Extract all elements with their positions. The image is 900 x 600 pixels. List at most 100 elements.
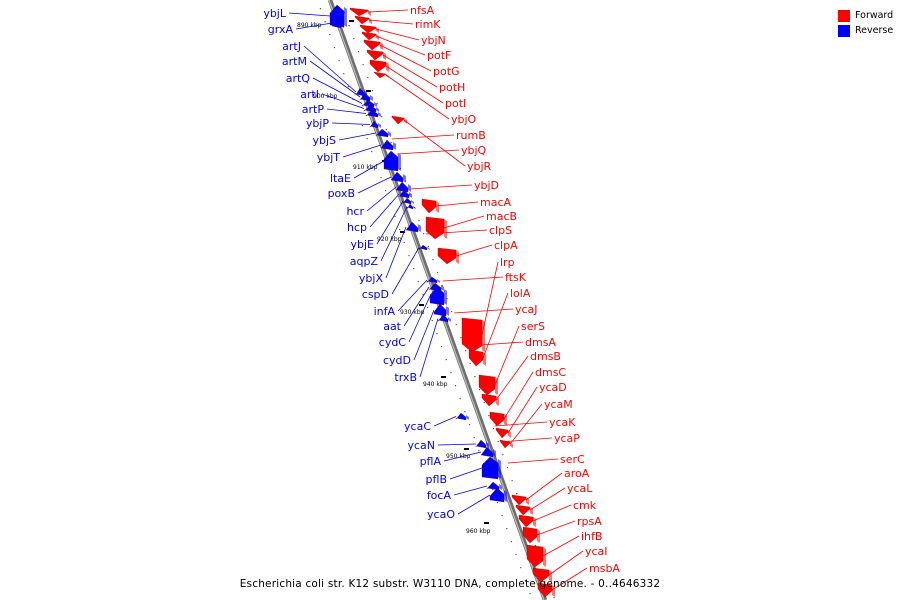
reverse-gene-label[interactable]: artI [300,88,319,101]
forward-gene-macA [421,198,439,214]
forward-gene-label[interactable]: potH [439,81,465,94]
reverse-gene-label[interactable]: artP [302,103,325,116]
reverse-gene-label[interactable]: ybjT [317,151,341,164]
gene-leader-line [457,494,491,515]
forward-gene-label[interactable]: rimK [415,18,441,31]
reverse-gene-label[interactable]: infA [374,305,396,318]
forward-gene-label[interactable]: ihfB [581,530,602,543]
forward-gene-label[interactable]: lrp [500,256,515,269]
forward-gene-label[interactable]: dmsB [530,350,561,363]
reverse-gene-label[interactable]: ybjL [263,7,287,20]
reverse-gene-hcr [395,181,411,193]
forward-gene-label[interactable]: ycaP [554,432,580,445]
reverse-gene-label[interactable]: artQ [286,72,311,85]
reverse-gene-label[interactable]: trxB [394,371,417,384]
reverse-swatch [838,24,850,37]
gene-leader-line [379,44,432,72]
reverse-gene-label[interactable]: hcp [347,221,367,234]
reverse-gene-poxB [390,171,406,183]
forward-gene-label[interactable]: potI [445,97,466,110]
forward-gene-label[interactable]: ybjQ [461,144,487,157]
reverse-gene-cydD [433,303,449,317]
reverse-gene-label[interactable]: artM [282,55,307,68]
forward-gene-label[interactable]: lolA [510,287,531,300]
gene-leader-line [385,65,444,104]
forward-gene-label[interactable]: ybjN [421,34,446,47]
forward-gene-label[interactable]: clpS [489,224,512,237]
reverse-gene-pflB [481,456,501,480]
reverse-gene-label[interactable]: ycaC [404,420,431,433]
gene-leader-line [391,247,420,295]
forward-gene-label[interactable]: serC [560,453,585,466]
reverse-gene-label[interactable]: cspD [362,288,389,301]
legend-forward-label: Forward [855,10,894,21]
reverse-gene-label[interactable]: ltaE [330,172,351,185]
forward-gene-label[interactable]: ycaJ [515,303,538,316]
reverse-gene-label[interactable]: ycaO [427,508,455,521]
reverse-gene-label[interactable]: cydD [383,354,411,367]
gene-leader-line [409,184,473,190]
forward-gene-label[interactable]: aroA [564,467,590,480]
reverse-gene-label[interactable]: aat [383,320,401,333]
forward-gene-label[interactable]: ybjR [467,160,492,173]
forward-gene-label[interactable]: potF [427,49,451,62]
reverse-gene-label[interactable]: pflA [420,455,442,468]
gene-leader-line [403,286,430,327]
reverse-gene-cspD [418,244,430,251]
reverse-gene-label[interactable]: focA [427,489,452,502]
forward-gene-rpsA [522,526,540,544]
forward-gene-label[interactable]: ycaK [549,416,576,429]
forward-gene-label[interactable]: serS [521,320,545,333]
gene-leader-line [342,144,382,158]
reverse-gene-label[interactable]: grxA [268,23,294,36]
reverse-gene-ybjT [380,139,396,151]
gene-leader-line [443,451,482,462]
forward-gene-label[interactable]: rpsA [577,515,602,528]
tick-label: 940 kbp [423,381,448,388]
reverse-gene-label[interactable]: artJ [282,40,301,53]
reverse-gene-label[interactable]: ybjE [351,238,375,251]
forward-gene-label[interactable]: dmsC [535,366,566,379]
reverse-gene-label[interactable]: ybjP [306,117,330,130]
gene-leader-line [312,77,363,104]
gene-leader-line [532,504,572,522]
reverse-gene-ybjS [375,128,391,138]
forward-gene-label[interactable]: dmsA [525,336,556,349]
reverse-gene-label[interactable]: pflB [426,473,447,486]
gene-leader-line [507,458,559,464]
legend-forward: Forward [838,8,893,23]
forward-gene-label[interactable]: ycaD [539,381,567,394]
reverse-gene-label[interactable]: hcr [346,205,364,218]
reverse-gene-cydC [429,286,447,306]
forward-gene-label[interactable]: ycaM [544,398,573,411]
forward-gene-label[interactable]: potG [433,65,460,78]
reverse-gene-label[interactable]: ycaN [407,439,435,452]
forward-gene-ycaD [495,427,511,439]
reverse-gene-label[interactable]: ybjX [359,272,384,285]
forward-gene-label[interactable]: ycaI [585,545,608,558]
forward-gene-label[interactable]: ybjO [451,113,477,126]
tick-mark [484,522,489,524]
reverse-gene-label[interactable]: ybjS [312,134,336,147]
gene-leader-line [437,443,477,446]
forward-gene-label[interactable]: macB [486,210,517,223]
forward-gene-label[interactable]: ycaL [567,482,593,495]
forward-gene-label[interactable]: ybjD [474,179,499,192]
legend-reverse: Reverse [838,23,893,38]
forward-gene-label[interactable]: nfsA [410,4,435,17]
forward-gene-label[interactable]: cmk [573,499,597,512]
forward-gene-label[interactable]: msbA [589,562,620,575]
reverse-gene-label[interactable]: cydC [379,336,407,349]
forward-gene-label[interactable]: ftsK [505,271,527,284]
gene-leader-line [413,309,435,361]
tick-mark [419,304,424,306]
forward-gene-label[interactable]: macA [480,196,512,209]
gene-leader-line [443,215,485,229]
gene-leader-line [331,122,371,125]
forward-gene-label[interactable]: clpA [494,239,518,252]
forward-gene-label[interactable]: rumB [456,129,486,142]
reverse-gene-label[interactable]: poxB [328,187,355,200]
gene-leader-line [353,160,385,179]
gene-leader-line [542,535,580,557]
reverse-gene-label[interactable]: aqpZ [350,255,379,268]
